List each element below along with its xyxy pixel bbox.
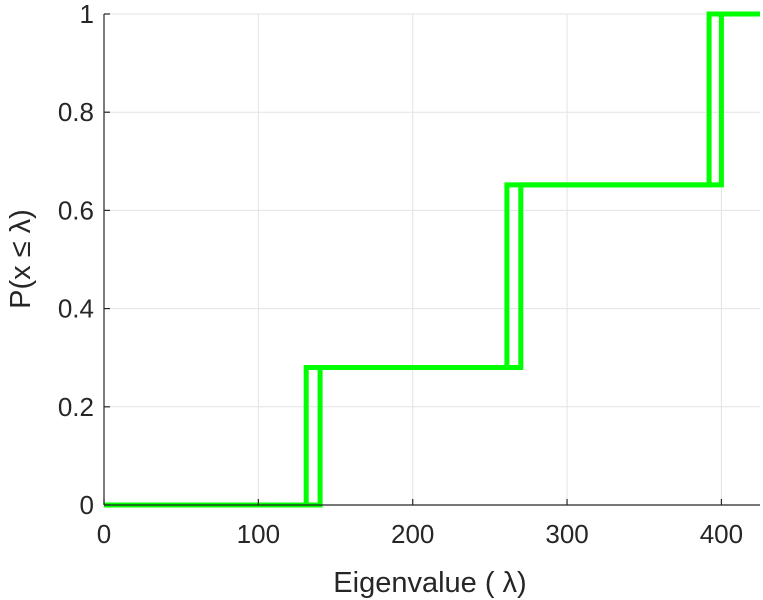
grid [103,13,760,506]
x-tick-label-0: 0 [97,519,111,549]
x-tick-label-3: 300 [545,519,588,549]
series-group [104,11,760,508]
series-line-1 [104,11,760,508]
series-line-2 [104,11,760,508]
y-tick-label-0: 0 [80,490,94,520]
y-tick-label-3: 0.6 [58,195,94,225]
x-tick-label-1: 100 [237,519,280,549]
x-tick-label-2: 200 [391,519,434,549]
axes [103,14,760,506]
y-tick-label-2: 0.4 [58,294,94,324]
x-axis-label: Eigenvalue ( λ) [333,567,526,599]
ticks: 0 100 200 300 400 0 0.2 0.4 0.6 0.8 1 [58,0,743,549]
x-tick-label-4: 400 [700,519,743,549]
y-axis-label: P(x ≤ λ) [5,209,37,309]
y-tick-label-5: 1 [80,0,94,29]
y-tick-label-4: 0.8 [58,97,94,127]
y-tick-label-1: 0.2 [58,392,94,422]
